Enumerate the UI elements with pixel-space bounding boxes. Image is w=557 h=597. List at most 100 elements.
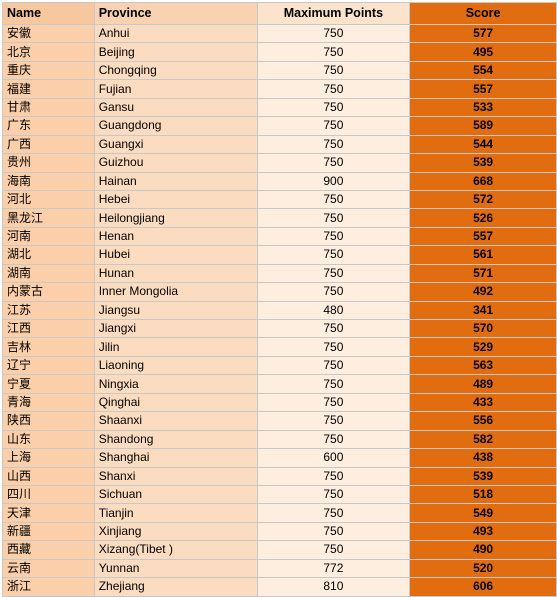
cell-maximum-points: 750 xyxy=(256,116,411,136)
cell-province: Inner Mongolia xyxy=(93,282,258,302)
cell-maximum-points: 750 xyxy=(256,484,411,505)
cell-maximum-points: 750 xyxy=(256,392,411,413)
cell-score: 570 xyxy=(409,318,557,339)
cell-name: 浙江 xyxy=(2,577,95,597)
table-row: 福建 Fujian 750 557 xyxy=(2,79,557,99)
cell-score: 572 xyxy=(409,189,557,210)
table-row: 新疆 Xinjiang 750 493 xyxy=(2,521,557,542)
cell-maximum-points: 750 xyxy=(256,540,411,560)
cell-name: 山西 xyxy=(2,466,95,486)
cell-province: Xizang(Tibet ) xyxy=(93,540,258,560)
cell-province: Shanghai xyxy=(93,448,258,468)
cell-province: Hebei xyxy=(93,189,258,210)
cell-province: Jilin xyxy=(93,337,258,357)
cell-name: 江苏 xyxy=(2,300,95,321)
header-maximum-points: Maximum Points xyxy=(256,2,411,25)
table-body: 安徽 Anhui 750 577 北京 Beijing 750 495 重庆 Chongqing 7… xyxy=(2,23,557,597)
cell-name: 重庆 xyxy=(2,60,95,81)
cell-name: 湖南 xyxy=(2,263,95,284)
cell-maximum-points: 750 xyxy=(256,245,411,265)
table-row: 广西 Guangxi 750 544 xyxy=(2,134,557,155)
cell-maximum-points: 750 xyxy=(256,282,411,302)
cell-maximum-points: 750 xyxy=(256,79,411,99)
cell-name: 甘肃 xyxy=(2,97,95,118)
table-row: 吉林 Jilin 750 529 xyxy=(2,337,557,357)
cell-name: 河南 xyxy=(2,226,95,247)
table-row: 天津 Tianjin 750 549 xyxy=(2,503,557,523)
cell-province: Hubei xyxy=(93,245,258,265)
table-row: 山西 Shanxi 750 539 xyxy=(2,466,557,486)
table-row: 陕西 Shaanxi 750 556 xyxy=(2,411,557,431)
table-row: 黑龙江 Heilongjiang 750 526 xyxy=(2,208,557,228)
table-row: 安徽 Anhui 750 577 xyxy=(2,23,557,44)
cell-maximum-points: 750 xyxy=(256,355,411,376)
cell-score: 544 xyxy=(409,134,557,155)
cell-name: 山东 xyxy=(2,429,95,450)
cell-province: Hainan xyxy=(93,171,258,191)
cell-name: 四川 xyxy=(2,484,95,505)
cell-province: Qinghai xyxy=(93,392,258,413)
cell-province: Xinjiang xyxy=(93,521,258,542)
cell-maximum-points: 750 xyxy=(256,429,411,450)
table-row: 甘肃 Gansu 750 533 xyxy=(2,97,557,118)
cell-score: 549 xyxy=(409,503,557,523)
cell-province: Jiangsu xyxy=(93,300,258,321)
cell-score: 556 xyxy=(409,411,557,431)
table-row: 内蒙古 Inner Mongolia 750 492 xyxy=(2,282,557,302)
cell-name: 上海 xyxy=(2,448,95,468)
cell-name: 河北 xyxy=(2,189,95,210)
cell-maximum-points: 900 xyxy=(256,171,411,191)
table-row: 河南 Henan 750 557 xyxy=(2,226,557,247)
table-row: 青海 Qinghai 750 433 xyxy=(2,392,557,413)
table-row: 上海 Shanghai 600 438 xyxy=(2,448,557,468)
cell-maximum-points: 750 xyxy=(256,337,411,357)
cell-province: Jiangxi xyxy=(93,318,258,339)
cell-score: 563 xyxy=(409,355,557,376)
cell-maximum-points: 750 xyxy=(256,189,411,210)
cell-maximum-points: 750 xyxy=(256,97,411,118)
table-row: 河北 Hebei 750 572 xyxy=(2,189,557,210)
cell-name: 西藏 xyxy=(2,540,95,560)
cell-score: 668 xyxy=(409,171,557,191)
cell-score: 495 xyxy=(409,42,557,62)
table-row: 浙江 Zhejiang 810 606 xyxy=(2,577,557,597)
cell-province: Hunan xyxy=(93,263,258,284)
table-row: 云南 Yunnan 772 520 xyxy=(2,558,557,579)
cell-score: 554 xyxy=(409,60,557,81)
cell-maximum-points: 750 xyxy=(256,374,411,394)
table-row: 重庆 Chongqing 750 554 xyxy=(2,60,557,81)
cell-maximum-points: 750 xyxy=(256,318,411,339)
cell-maximum-points: 750 xyxy=(256,208,411,228)
cell-province: Yunnan xyxy=(93,558,258,579)
cell-score: 520 xyxy=(409,558,557,579)
cell-maximum-points: 772 xyxy=(256,558,411,579)
cell-province: Gansu xyxy=(93,97,258,118)
cell-maximum-points: 750 xyxy=(256,153,411,173)
table-row: 海南 Hainan 900 668 xyxy=(2,171,557,191)
cell-maximum-points: 750 xyxy=(256,411,411,431)
cell-score: 493 xyxy=(409,521,557,542)
cell-province: Shaanxi xyxy=(93,411,258,431)
cell-name: 湖北 xyxy=(2,245,95,265)
cell-maximum-points: 750 xyxy=(256,503,411,523)
cell-score: 490 xyxy=(409,540,557,560)
cell-score: 433 xyxy=(409,392,557,413)
cell-score: 589 xyxy=(409,116,557,136)
header-score: Score xyxy=(409,2,557,25)
cell-score: 582 xyxy=(409,429,557,450)
table-row: 北京 Beijing 750 495 xyxy=(2,42,557,62)
cell-score: 492 xyxy=(409,282,557,302)
cell-province: Shanxi xyxy=(93,466,258,486)
cell-province: Tianjin xyxy=(93,503,258,523)
cell-maximum-points: 810 xyxy=(256,577,411,597)
cell-score: 526 xyxy=(409,208,557,228)
cell-province: Guizhou xyxy=(93,153,258,173)
cell-score: 557 xyxy=(409,226,557,247)
table-row: 湖南 Hunan 750 571 xyxy=(2,263,557,284)
cell-maximum-points: 750 xyxy=(256,60,411,81)
cell-province: Liaoning xyxy=(93,355,258,376)
cell-province: Beijing xyxy=(93,42,258,62)
cell-maximum-points: 750 xyxy=(256,23,411,44)
cell-score: 518 xyxy=(409,484,557,505)
cell-province: Guangdong xyxy=(93,116,258,136)
